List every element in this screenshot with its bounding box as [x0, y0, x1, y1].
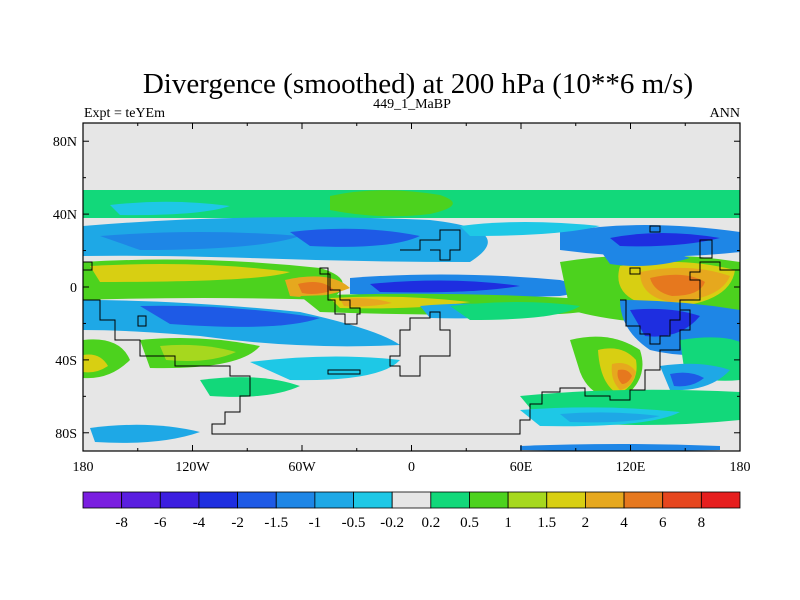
colorbar-label: -8 — [115, 515, 128, 531]
colorbar-swatch — [623, 491, 664, 509]
colorbar-swatch — [469, 491, 509, 509]
far-west-yellow — [83, 354, 108, 373]
colorbar-swatch — [121, 491, 161, 509]
colorbar-swatch — [700, 491, 741, 509]
x-tick-label: 0 — [408, 460, 415, 475]
colorbar-swatch — [159, 491, 200, 509]
south-pacific-blue-core — [140, 305, 320, 327]
colorbar-swatch — [314, 491, 354, 509]
colorbar-label: -4 — [193, 515, 206, 531]
indian-ocean-green — [450, 302, 580, 320]
colorbar-swatch — [275, 491, 316, 509]
subtitle-center: 449_1_MaBP — [373, 97, 451, 112]
y-tick-label: 40N — [53, 208, 77, 223]
colorbar-label: 4 — [620, 515, 628, 531]
colorbar-label: 8 — [698, 515, 706, 531]
y-tick-label: 40S — [55, 354, 77, 369]
colorbar-swatch — [391, 491, 432, 509]
colorbar-label: -0.5 — [342, 515, 366, 531]
colorbar-swatch — [82, 491, 123, 509]
colorbar-swatch — [430, 491, 470, 509]
east-cyan-band — [460, 222, 600, 236]
colorbar-label: 2 — [582, 515, 590, 531]
mid-north-blue-core-1 — [100, 232, 300, 250]
coastline-asia-islands — [620, 225, 713, 345]
colorbar-label: -0.2 — [380, 515, 404, 531]
coastline-island-1 — [327, 369, 361, 375]
coastline-island-2 — [137, 315, 147, 327]
colorbar-label: 0.5 — [460, 515, 479, 531]
subtitle-right: ANN — [710, 106, 740, 121]
colorbar-label: -1 — [309, 515, 322, 531]
coastline-south-america — [83, 261, 740, 435]
tropical-dark-orange-patch — [298, 282, 334, 294]
colorbar-label: 0.2 — [421, 515, 440, 531]
x-tick-label: 60E — [510, 460, 533, 475]
south-pacific-cyan — [250, 356, 400, 381]
y-tick-label: 80N — [53, 135, 77, 150]
coastline-africa — [400, 229, 461, 261]
x-axis: 180 120W 60W 0 60E 120E 180 — [73, 123, 751, 475]
subtitle-left: Expt = teYEm — [84, 106, 165, 121]
colorbar-label: 1 — [504, 515, 512, 531]
mid-north-blue-core-2 — [290, 228, 420, 247]
colorbar-swatch — [507, 491, 548, 509]
colorbar-label: -1.5 — [264, 515, 288, 531]
tropical-yellow-band — [90, 264, 290, 282]
colorbar-swatch — [662, 491, 702, 509]
x-tick-label: 180 — [73, 460, 94, 475]
colorbar-label: 6 — [659, 515, 667, 531]
x-tick-label: 120W — [175, 460, 210, 475]
antarctic-blue-strip — [520, 444, 720, 451]
west-pacific-blue-north — [600, 248, 690, 266]
coastline-south-africa — [389, 311, 451, 377]
y-axis: 80N 40N 0 40S 80S — [53, 135, 740, 442]
y-tick-label: 80S — [55, 427, 77, 442]
coastlines — [83, 225, 740, 435]
north-cyan-patch — [110, 201, 230, 216]
colorbar-label: -2 — [231, 515, 244, 531]
coastline-americas — [83, 261, 361, 325]
south-pacific-yellow — [160, 344, 236, 361]
colorbar: -8 -6 -4 -2 -1.5 -1 -0.5 -0.2 0.2 0.5 1 1.5 2 4 6 8 — [82, 491, 741, 531]
colorbar-swatch — [237, 491, 277, 509]
colorbar-swatch — [585, 491, 625, 509]
southern-blue-ring — [560, 412, 660, 423]
east-blue-core — [610, 233, 720, 247]
y-tick-label: 0 — [70, 281, 77, 296]
colorbar-label: -6 — [154, 515, 167, 531]
antarctic-cyan — [90, 424, 200, 443]
southwest-pacific-blue-spot — [670, 372, 704, 387]
colorbar-swatch — [353, 491, 393, 509]
x-tick-label: 60W — [288, 460, 316, 475]
x-tick-label: 120E — [616, 460, 646, 475]
north-light-green-patch — [330, 190, 453, 217]
map-plot-area — [83, 123, 740, 451]
colorbar-swatch — [198, 491, 238, 509]
south-tropical-orange-patch — [340, 298, 392, 307]
colorbar-label: 1.5 — [537, 515, 556, 531]
chart-title: Divergence (smoothed) at 200 hPa (10**6 … — [143, 68, 693, 100]
south-indian-dark-orange — [617, 369, 632, 384]
colorbar-swatch — [546, 491, 586, 509]
equatorial-blue-core — [370, 280, 520, 293]
x-tick-label: 180 — [730, 460, 751, 475]
